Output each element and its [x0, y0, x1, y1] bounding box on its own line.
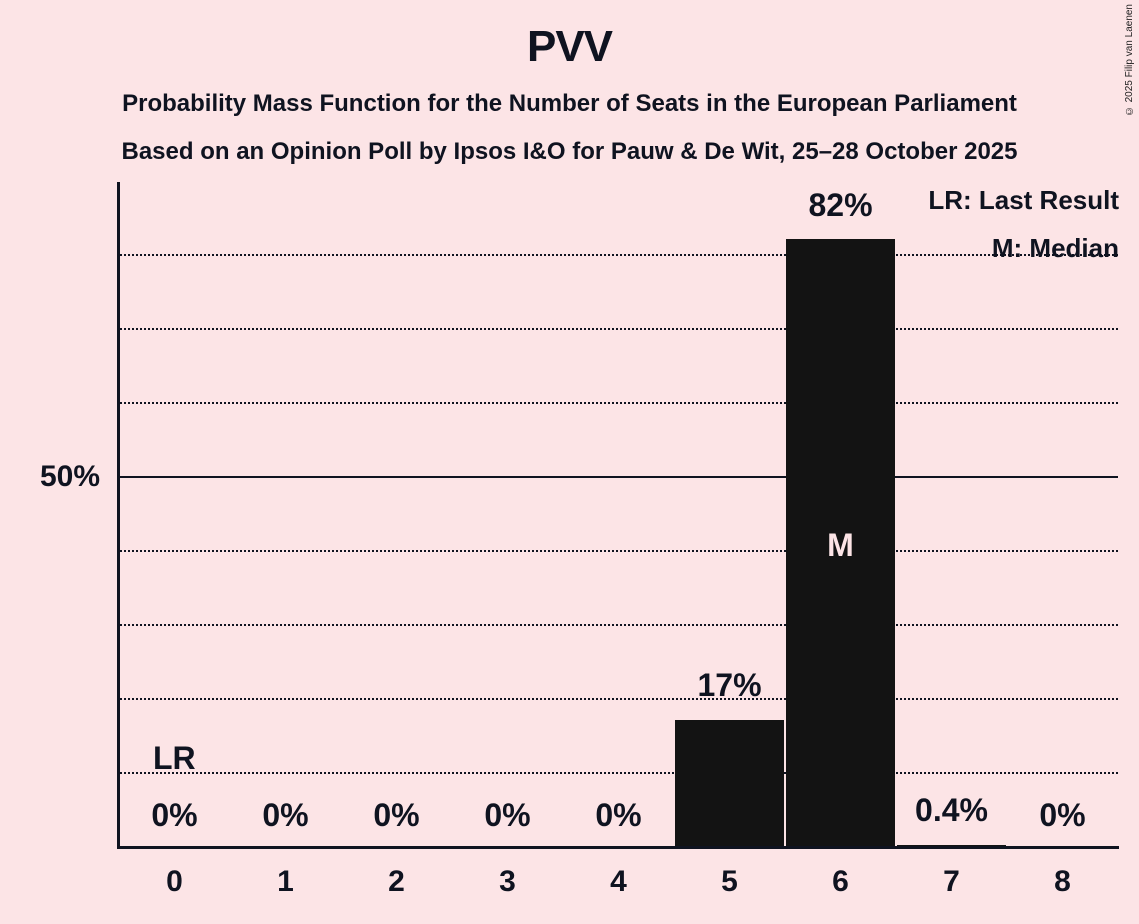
gridline-50	[120, 476, 1118, 478]
gridline-20	[120, 698, 1118, 700]
legend-median: M: Median	[991, 233, 1119, 263]
y-axis	[117, 182, 120, 849]
chart-subtitle-line1: Probability Mass Function for the Number…	[122, 90, 1017, 117]
gridline-70	[120, 328, 1118, 330]
bar-label-2: 0%	[373, 797, 420, 833]
x-tick-8: 8	[1054, 865, 1071, 898]
x-tick-2: 2	[388, 865, 405, 898]
bar-label-5: 17%	[697, 667, 762, 703]
bar-6-seats	[786, 239, 895, 847]
y-tick-label-50: 50%	[39, 460, 100, 493]
x-tick-0: 0	[166, 865, 183, 898]
x-axis	[117, 846, 1119, 849]
bar-label-7: 0.4%	[915, 792, 988, 828]
chart-subtitle-line2: Based on an Opinion Poll by Ipsos I&O fo…	[121, 138, 1018, 165]
x-tick-3: 3	[499, 865, 516, 898]
legend-last-result: LR: Last Result	[928, 185, 1119, 215]
bar-label-3: 0%	[484, 797, 531, 833]
gridline-30	[120, 624, 1118, 626]
gridline-80	[120, 254, 1118, 256]
bar-label-6: 82%	[808, 187, 873, 223]
gridline-60	[120, 402, 1118, 404]
x-tick-5: 5	[721, 865, 738, 898]
median-marker: M	[827, 527, 854, 563]
gridline-40	[120, 550, 1118, 552]
bar-5-seats	[675, 720, 784, 847]
gridline-10	[120, 772, 1118, 774]
x-tick-7: 7	[943, 865, 960, 898]
x-tick-6: 6	[832, 865, 849, 898]
chart-title: PVV	[526, 22, 613, 71]
bar-label-8: 0%	[1039, 797, 1086, 833]
x-tick-1: 1	[277, 865, 294, 898]
bar-label-4: 0%	[595, 797, 642, 833]
last-result-marker: LR	[153, 740, 196, 776]
bar-label-0: 0%	[151, 797, 198, 833]
x-tick-4: 4	[610, 865, 627, 898]
bar-label-1: 0%	[262, 797, 309, 833]
